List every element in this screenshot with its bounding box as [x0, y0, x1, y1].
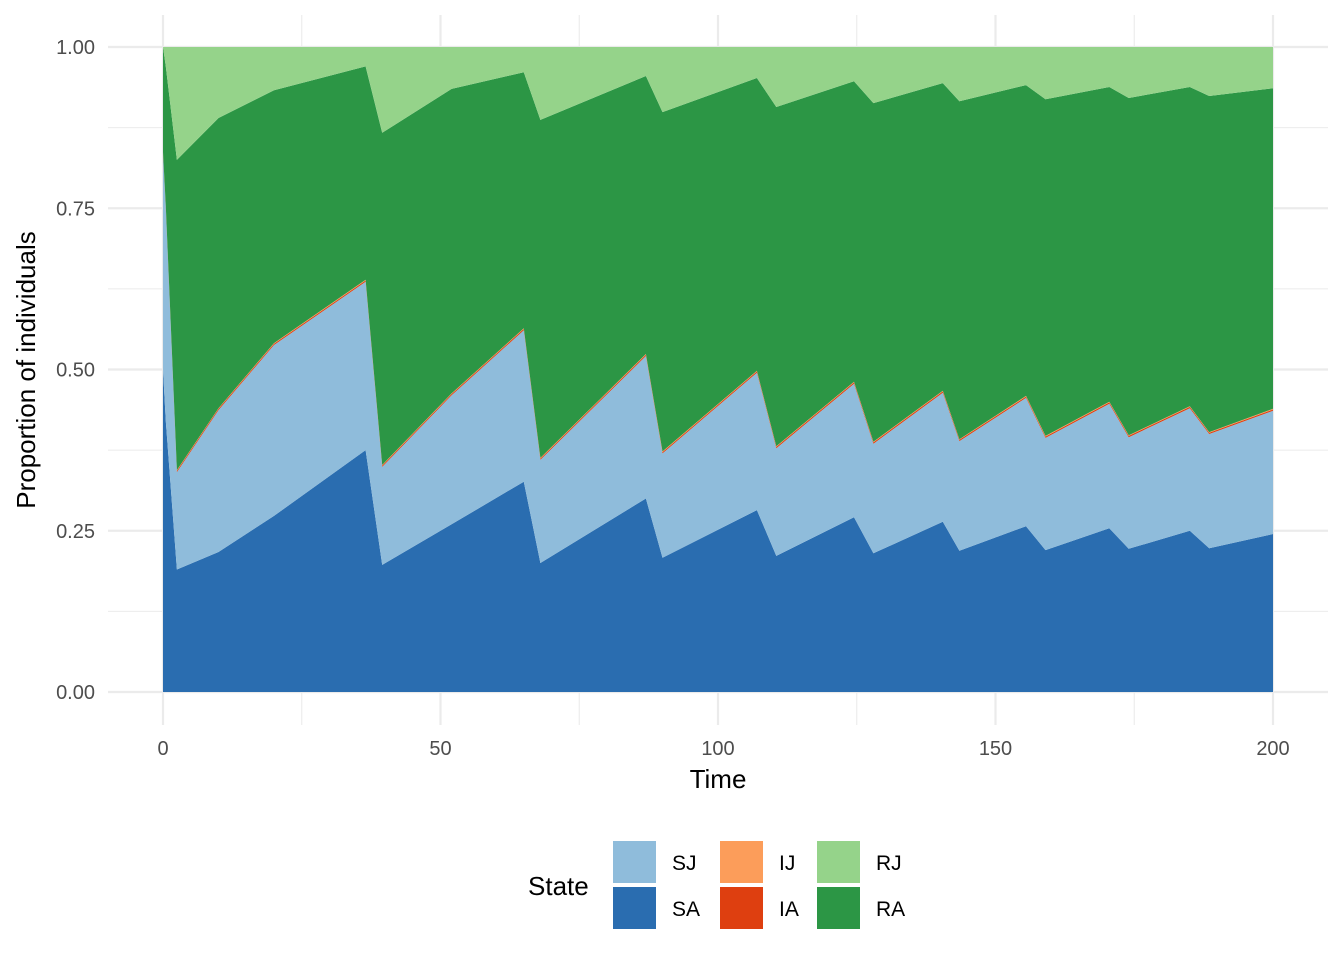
legend-key-swatch [817, 887, 860, 929]
x-tick-label: 150 [979, 738, 1012, 760]
x-tick-label: 0 [157, 738, 168, 760]
legend-label: IJ [779, 852, 795, 875]
area-ra [163, 47, 1273, 471]
legend-key-swatch [613, 887, 656, 929]
legend: State SJ SA IJ IA RJ RA [528, 841, 905, 929]
legend-key-swatch [613, 841, 656, 883]
area-rj [163, 47, 1273, 160]
legend-label: IA [779, 898, 799, 921]
y-tick-label: 0.75 [56, 198, 95, 220]
x-tick-label: 100 [701, 738, 734, 760]
legend-item-ra: RA [817, 887, 905, 929]
y-tick-label: 1.00 [56, 37, 95, 59]
x-axis-title: Time [690, 764, 747, 794]
legend-item-rj: RJ [817, 841, 902, 883]
y-tick-label: 0.00 [56, 682, 95, 704]
legend-label: RJ [876, 852, 902, 875]
legend-item-ia: IA [720, 887, 799, 929]
legend-label: RA [876, 898, 905, 921]
y-tick-label: 0.50 [56, 360, 95, 382]
legend-item-ij: IJ [720, 841, 795, 883]
legend-item-sj: SJ [613, 841, 697, 883]
legend-key-swatch [720, 841, 763, 883]
area-sa [163, 369, 1273, 692]
x-axis-ticks: 0 50 100 150 200 [157, 738, 1289, 760]
area-sj [163, 154, 1273, 570]
legend-label: SJ [672, 852, 697, 875]
y-axis-title: Proportion of individuals [11, 231, 41, 509]
x-tick-label: 200 [1256, 738, 1289, 760]
x-tick-label: 50 [429, 738, 451, 760]
area-layers [163, 47, 1273, 692]
y-tick-label: 0.25 [56, 521, 95, 543]
legend-label: SA [672, 898, 700, 921]
legend-key-swatch [817, 841, 860, 883]
legend-item-sa: SA [613, 887, 700, 929]
y-axis-ticks: 0.00 0.25 0.50 0.75 1.00 [56, 37, 95, 704]
legend-title: State [528, 871, 589, 901]
legend-key-swatch [720, 887, 763, 929]
